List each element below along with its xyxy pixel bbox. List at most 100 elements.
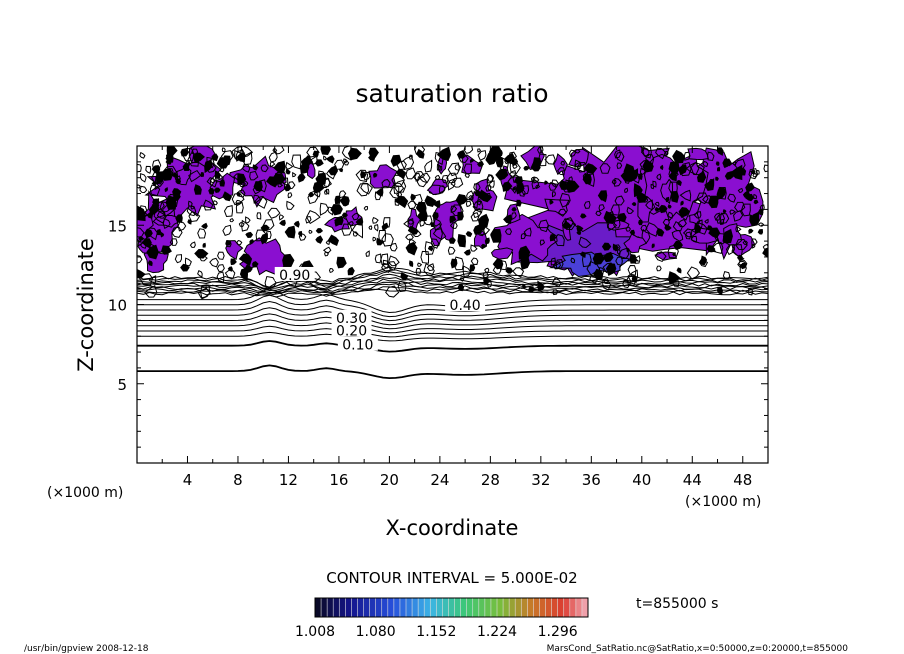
speckle-mark — [142, 211, 148, 217]
speckle-mark — [476, 198, 482, 206]
x-tick-label: 28 — [481, 471, 500, 489]
speckle-mark — [693, 211, 702, 219]
fill-region — [687, 147, 709, 161]
speckle-mark — [593, 268, 604, 280]
speckle-mark — [469, 264, 476, 273]
speckle-mark — [616, 212, 627, 223]
speckle-mark — [292, 171, 297, 178]
speckle-mark — [456, 150, 466, 159]
x-tick-label: 40 — [632, 471, 651, 489]
speckle-mark — [436, 146, 452, 162]
speckle-mark — [297, 173, 306, 183]
speckle-mark — [394, 195, 409, 209]
speckle-mark — [381, 222, 389, 232]
speckle-mark — [186, 205, 197, 217]
speckle-mark — [355, 217, 364, 226]
speckle-mark — [422, 208, 427, 214]
x-tick-label: 48 — [733, 471, 752, 489]
speckle-mark — [162, 218, 171, 230]
speckle-mark — [174, 254, 182, 264]
speckle-mark — [177, 221, 187, 232]
speckle-mark — [520, 232, 526, 240]
colorbar-cell — [357, 598, 364, 617]
colorbar-cell — [497, 598, 504, 617]
speckle-mark — [690, 235, 698, 243]
speckle-mark — [175, 214, 183, 223]
speckle-mark — [512, 164, 518, 169]
speckle-mark — [516, 199, 522, 207]
y-tick-label: 5 — [117, 376, 127, 394]
speckle-mark — [320, 146, 332, 156]
speckle-mark — [277, 181, 284, 188]
speckle-mark — [137, 205, 146, 222]
speckle-mark — [599, 193, 607, 203]
speckle-mark — [430, 222, 435, 228]
fill-region — [689, 212, 701, 225]
speckle-mark — [287, 192, 293, 199]
speckle-mark — [230, 258, 237, 266]
speckle-mark — [737, 260, 748, 268]
speckle-mark — [469, 158, 475, 163]
speckle-mark — [254, 195, 268, 209]
colorbar-cell — [436, 598, 443, 617]
speckle-mark — [615, 151, 625, 163]
colorbar-tick-label: 1.296 — [538, 624, 578, 640]
speckle-mark — [414, 170, 426, 182]
speckle-mark — [552, 261, 562, 270]
contour-line — [137, 325, 768, 338]
speckle-mark — [512, 174, 522, 183]
contour-line — [137, 266, 768, 288]
speckle-mark — [256, 212, 262, 220]
colorbar-cell — [448, 598, 455, 617]
speckle-mark — [585, 173, 595, 188]
fill-region — [671, 229, 684, 242]
speckle-mark — [564, 217, 574, 228]
speckle-mark — [148, 203, 160, 217]
speckle-mark — [724, 171, 735, 180]
speckle-mark — [472, 208, 482, 219]
speckle-mark — [330, 204, 343, 216]
speckle-mark — [627, 264, 637, 276]
speckle-mark — [144, 284, 158, 298]
contour-label: 0.90 — [279, 268, 310, 284]
speckle-mark — [450, 258, 458, 269]
speckle-mark — [137, 268, 146, 279]
speckle-mark — [285, 161, 294, 170]
speckle-mark — [365, 250, 370, 257]
speckle-mark — [312, 180, 325, 194]
speckle-mark — [748, 168, 759, 180]
colorbar-cell — [315, 598, 322, 617]
speckle-mark — [238, 180, 246, 188]
speckle-mark — [293, 220, 300, 228]
speckle-mark — [336, 256, 347, 269]
speckle-mark — [137, 227, 145, 239]
colorbar-cell — [575, 598, 582, 617]
speckle-mark — [273, 171, 284, 182]
footer-left: /usr/bin/gpview 2008-12-18 — [24, 644, 149, 654]
y-tick-label: 10 — [108, 297, 127, 315]
speckle-mark — [737, 187, 744, 194]
speckle-mark — [511, 212, 517, 221]
speckle-mark — [523, 227, 532, 237]
speckle-mark — [544, 154, 556, 165]
colorbar-cell — [509, 598, 516, 617]
speckle-mark — [457, 233, 466, 248]
speckle-mark — [492, 265, 502, 274]
speckle-mark — [557, 167, 565, 176]
speckle-mark — [408, 154, 413, 160]
speckle-mark — [139, 185, 148, 193]
colorbar-cell — [327, 598, 334, 617]
speckle-mark — [381, 233, 394, 247]
speckle-mark — [372, 216, 379, 224]
speckle-mark — [680, 200, 684, 206]
speckle-mark — [523, 165, 530, 171]
speckle-mark — [454, 164, 462, 171]
speckle-mark — [273, 146, 285, 155]
colorbar-cell — [454, 598, 461, 617]
speckle-mark — [551, 179, 559, 188]
speckle-mark — [753, 199, 759, 205]
speckle-mark — [417, 262, 423, 267]
speckle-mark — [757, 222, 765, 227]
speckle-mark — [236, 191, 241, 197]
speckle-mark — [722, 209, 727, 214]
